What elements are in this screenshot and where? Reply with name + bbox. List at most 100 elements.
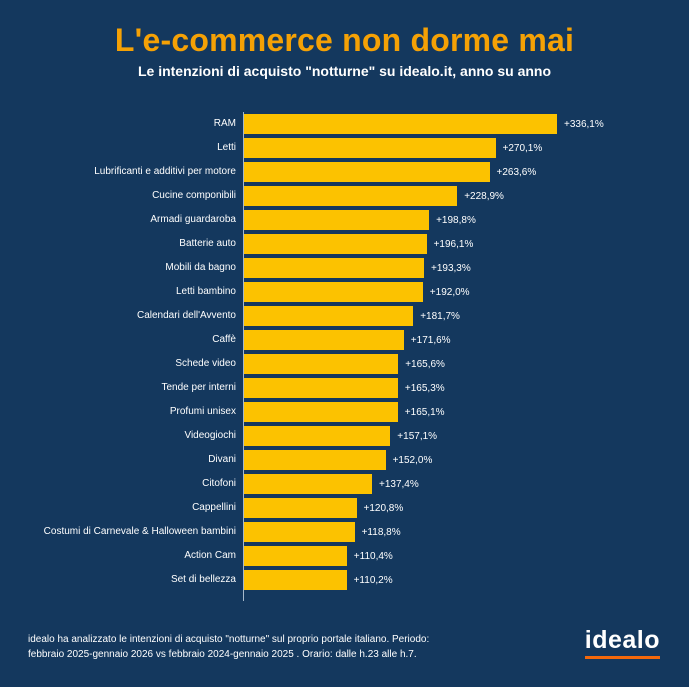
bar-cell: +181,7% <box>244 304 689 328</box>
chart-row: Mobili da bagno +193,3% <box>0 256 689 280</box>
bar <box>244 522 355 542</box>
chart-row: Citofoni +137,4% <box>0 472 689 496</box>
bar <box>244 282 423 302</box>
value-label: +228,9% <box>464 190 504 202</box>
chart-row: RAM +336,1% <box>0 112 689 136</box>
bar-chart: RAM +336,1% Letti +270,1% Lubrificanti e add… <box>0 112 689 601</box>
page-subtitle: Le intenzioni di acquisto "notturne" su … <box>137 63 552 79</box>
value-label: +336,1% <box>564 118 604 130</box>
chart-row: Calendari dell'Avvento +181,7% <box>0 304 689 328</box>
category-label: Letti bambino <box>175 286 236 297</box>
value-label: +270,1% <box>502 142 543 154</box>
chart-row: Batterie auto +196,1% <box>0 232 689 256</box>
category-label: Citofoni <box>202 478 236 489</box>
category-label: Letti <box>217 142 236 153</box>
category-label: Tende per interni <box>161 382 237 393</box>
bar <box>244 474 372 494</box>
bar-cell: +192,0% <box>244 280 689 304</box>
bar-cell: +336,1% <box>244 112 689 136</box>
bar-cell: +152,0% <box>244 448 689 472</box>
bar <box>244 546 347 566</box>
chart-row: Set di bellezza +110,2% <box>0 568 689 592</box>
page-title: L'e-commerce non dorme mai <box>114 22 575 58</box>
chart-row: Letti +270,1% <box>0 136 689 160</box>
bar-cell: +120,8% <box>244 496 689 520</box>
bar <box>244 162 490 182</box>
chart-row: Action Cam +110,4% <box>0 544 689 568</box>
chart-row: Videogiochi +157,1% <box>0 424 689 448</box>
value-label: +165,3% <box>404 382 445 394</box>
bar-cell: +198,8% <box>244 208 689 232</box>
category-label: Cucine componibili <box>152 190 236 201</box>
bar <box>244 210 430 230</box>
value-label: +171,6% <box>410 334 451 346</box>
bar <box>244 570 347 590</box>
category-label: Action Cam <box>184 550 236 561</box>
chart-row: Tende per interni +165,3% <box>0 376 689 400</box>
chart-row: Costumi di Carnevale & Halloween bambini… <box>0 520 689 544</box>
value-label: +196,1% <box>433 238 474 250</box>
category-label: Armadi guardaroba <box>150 214 236 225</box>
category-label: Calendari dell'Avvento <box>136 310 236 321</box>
bar-cell: +165,1% <box>244 400 689 424</box>
bar <box>244 426 391 446</box>
chart-row: Profumi unisex +165,1% <box>0 400 689 424</box>
bar-cell: +118,8% <box>244 520 689 544</box>
bar-cell: +165,6% <box>244 352 689 376</box>
bar <box>244 114 557 134</box>
y-axis-line <box>243 112 244 601</box>
bar <box>244 354 399 374</box>
chart-row: Letti bambino +192,0% <box>0 280 689 304</box>
footnote-line-2: febbraio 2025-gennaio 2026 vs febbraio 2… <box>28 649 417 660</box>
category-label: Divani <box>208 454 236 465</box>
bar-cell: +263,6% <box>244 160 689 184</box>
idealo-logo: idealo <box>584 626 660 659</box>
bar-cell: +171,6% <box>244 328 689 352</box>
value-label: +263,6% <box>496 166 537 178</box>
bar <box>244 258 424 278</box>
footnote: idealo ha analizzato le intenzioni di ac… <box>28 632 429 662</box>
category-label: Schede video <box>175 358 236 369</box>
chart-row: Lubrificanti e additivi per motore +263,6… <box>0 160 689 184</box>
chart-row: Divani +152,0% <box>0 448 689 472</box>
category-label: Caffè <box>212 334 236 345</box>
idealo-logo-text: idealo <box>584 626 660 654</box>
bar <box>244 138 496 158</box>
category-label: Set di bellezza <box>170 574 236 585</box>
category-label: Cappellini <box>192 502 236 513</box>
bar <box>244 330 404 350</box>
value-label: +118,8% <box>361 526 401 538</box>
bar-cell: +196,1% <box>244 232 689 256</box>
category-label: Lubrificanti e additivi per motore <box>94 166 236 177</box>
bar-cell: +193,3% <box>244 256 689 280</box>
value-label: +110,4% <box>353 550 393 562</box>
category-label: RAM <box>213 118 236 129</box>
value-label: +193,3% <box>431 262 471 274</box>
value-label: +192,0% <box>429 286 470 298</box>
bar-cell: +270,1% <box>244 136 689 160</box>
chart-row: Cappellini +120,8% <box>0 496 689 520</box>
category-label: Videogiochi <box>184 430 236 441</box>
bar <box>244 498 357 518</box>
chart-rows: RAM +336,1% Letti +270,1% Lubrificanti e add… <box>0 112 689 592</box>
bar <box>244 402 398 422</box>
bar <box>244 450 386 470</box>
bar-cell: +110,2% <box>244 568 689 592</box>
value-label: +110,2% <box>353 574 393 586</box>
value-label: +181,7% <box>420 310 460 322</box>
category-label: Profumi unisex <box>169 406 236 417</box>
chart-row: Schede video +165,6% <box>0 352 689 376</box>
bar <box>244 306 414 326</box>
bar <box>244 234 427 254</box>
footnote-line-1: idealo ha analizzato le intenzioni di ac… <box>28 634 430 645</box>
chart-row: Armadi guardaroba +198,8% <box>0 208 689 232</box>
value-label: +198,8% <box>436 214 476 226</box>
idealo-logo-underline <box>584 656 660 659</box>
category-label: Mobili da bagno <box>165 262 236 273</box>
category-label: Costumi di Carnevale & Halloween bambini <box>43 526 236 537</box>
bar <box>244 186 458 206</box>
bar-cell: +110,4% <box>244 544 689 568</box>
bar <box>244 378 398 398</box>
chart-row: Caffè +171,6% <box>0 328 689 352</box>
